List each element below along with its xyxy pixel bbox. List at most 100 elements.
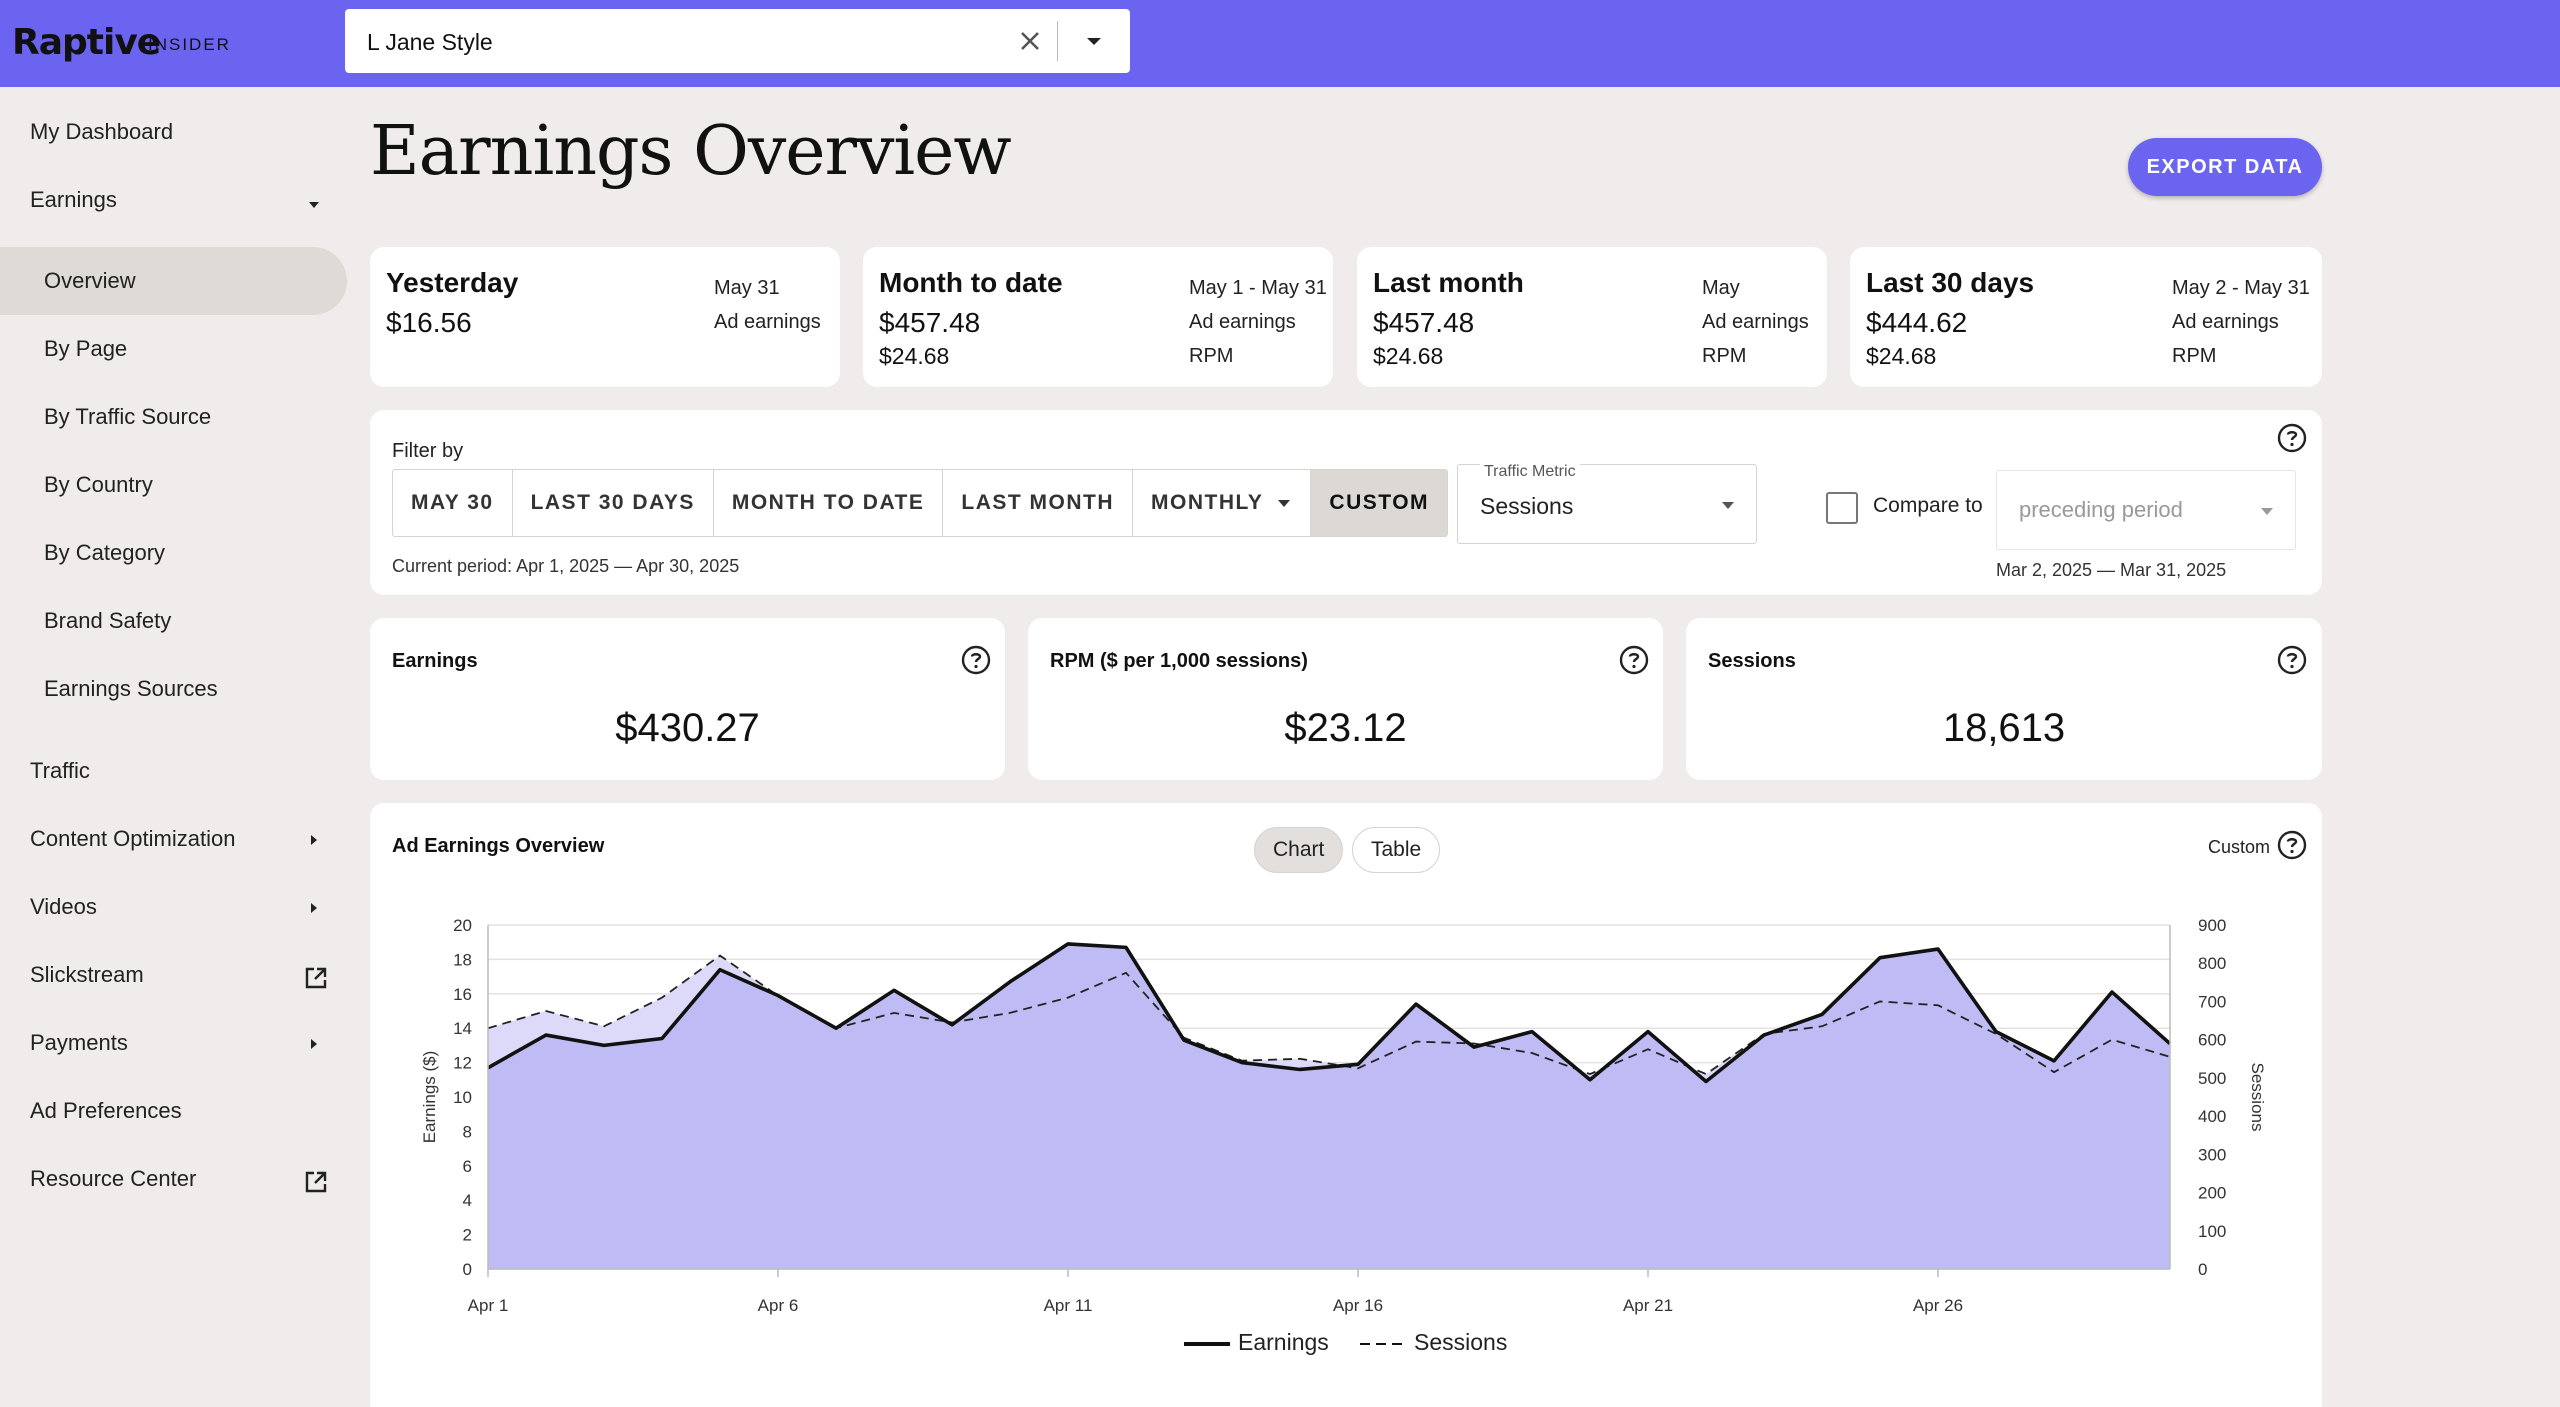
help-icon[interactable]: [2276, 644, 2308, 676]
summary-date: May: [1702, 277, 1740, 299]
y2-tick-label: 100: [2198, 1222, 2226, 1241]
sidebar-item-traffic[interactable]: Traffic: [30, 758, 90, 783]
chevron-down-icon[interactable]: [1080, 27, 1108, 55]
site-selector[interactable]: L Jane Style: [345, 9, 1130, 73]
compare-period-value: preceding period: [2019, 497, 2183, 522]
chevron-right-icon[interactable]: [306, 1036, 322, 1052]
filter-option-custom[interactable]: CUSTOM: [1311, 470, 1448, 536]
y-tick-label: 0: [463, 1260, 472, 1279]
sidebar-item-by-page[interactable]: By Page: [44, 336, 128, 361]
x-tick-label: Apr 6: [758, 1296, 799, 1315]
sidebar-item-ad-preferences[interactable]: Ad Preferences: [30, 1098, 182, 1123]
sidebar-item-by-traffic-source[interactable]: By Traffic Source: [44, 404, 212, 429]
filter-option-last-month[interactable]: LAST MONTH: [943, 470, 1134, 536]
kpi-card-sessions: Sessions 18,613: [1686, 618, 2322, 780]
page-title: Earnings Overview: [370, 112, 1012, 191]
sidebar-item-by-category[interactable]: By Category: [44, 540, 166, 565]
help-icon[interactable]: [2276, 829, 2308, 861]
chart-title: Ad Earnings Overview: [392, 835, 605, 857]
x-tick-label: Apr 21: [1623, 1296, 1673, 1315]
summary-earnings: $444.62: [1866, 307, 1968, 338]
x-tick-label: Apr 1: [468, 1296, 509, 1315]
earnings-area: [488, 943, 2170, 1269]
site-selector-value: L Jane Style: [367, 29, 493, 55]
filter-panel: Filter by MAY 30 LAST 30 DAYS MONTH TO D…: [370, 410, 2322, 595]
y2-axis-label: Sessions: [2248, 1063, 2267, 1132]
kpi-label: Sessions: [1708, 650, 1796, 672]
summary-title: Last 30 days: [1866, 267, 2035, 298]
summary-card-last-30-days: Last 30 days $444.62 $24.68 May 2 - May …: [1850, 247, 2322, 387]
filter-option-monthly-label: MONTHLY: [1151, 491, 1264, 514]
chevron-right-icon[interactable]: [306, 900, 322, 916]
sidebar-item-slickstream[interactable]: Slickstream: [30, 962, 144, 987]
legend-earnings-label: Earnings: [1238, 1329, 1329, 1355]
sidebar-item-by-country[interactable]: By Country: [44, 472, 153, 497]
summary-card-month-to-date: Month to date $457.48 $24.68 May 1 - May…: [863, 247, 1333, 387]
summary-rpm-label: RPM: [2172, 345, 2217, 367]
brand-logo[interactable]: Raptive: [12, 22, 161, 63]
filter-option-may-30[interactable]: MAY 30: [393, 470, 513, 536]
y2-tick-label: 700: [2198, 992, 2226, 1011]
summary-date: May 1 - May 31: [1189, 277, 1327, 299]
compare-dates-text: Mar 2, 2025 — Mar 31, 2025: [1996, 560, 2227, 580]
legend-dashed-line-icon: [1360, 1342, 1406, 1345]
sidebar-item-overview[interactable]: Overview: [44, 268, 136, 293]
kpi-value: $430.27: [615, 706, 760, 750]
filter-option-last-30-days[interactable]: LAST 30 DAYS: [513, 470, 714, 536]
sidebar-item-brand-safety[interactable]: Brand Safety: [44, 608, 172, 633]
table-view-toggle[interactable]: Table: [1352, 827, 1441, 873]
summary-card-last-month: Last month $457.48 $24.68 May Ad earning…: [1357, 247, 1827, 387]
export-data-button[interactable]: EXPORT DATA: [2128, 138, 2322, 196]
chevron-right-icon[interactable]: [306, 832, 322, 848]
chart-range-label: Custom: [2208, 837, 2271, 857]
y2-tick-label: 400: [2198, 1107, 2226, 1126]
y2-tick-label: 500: [2198, 1069, 2226, 1088]
summary-rpm-label: RPM: [1189, 345, 1234, 367]
compare-period-select[interactable]: preceding period: [1996, 470, 2296, 550]
external-link-icon[interactable]: [303, 965, 329, 991]
summary-card-yesterday: Yesterday $16.56 May 31 Ad earnings: [370, 247, 840, 387]
help-icon[interactable]: [960, 644, 992, 676]
sidebar-item-resource-center[interactable]: Resource Center: [30, 1166, 197, 1191]
summary-date: May 2 - May 31: [2172, 277, 2310, 299]
legend-earnings[interactable]: Earnings: [1184, 1329, 1329, 1356]
sidebar: My Dashboard Earnings Overview By Page B…: [0, 87, 350, 1407]
top-bar: Raptive INSIDER L Jane Style: [0, 0, 2560, 87]
sidebar-item-earnings-sources[interactable]: Earnings Sources: [44, 676, 218, 701]
selector-divider: [1057, 21, 1058, 61]
filter-option-month-to-date[interactable]: MONTH TO DATE: [714, 470, 944, 536]
brand-sub-label: INSIDER: [148, 35, 231, 54]
sidebar-item-payments[interactable]: Payments: [30, 1030, 128, 1055]
chart-panel: Ad Earnings Overview Chart Table Custom …: [370, 803, 2322, 1407]
chart-view-toggle[interactable]: Chart: [1254, 827, 1344, 873]
chevron-down-icon: [1722, 502, 1734, 509]
filter-option-monthly[interactable]: MONTHLY: [1133, 470, 1312, 536]
summary-rpm: $24.68: [1866, 343, 1937, 369]
earnings-line: [487, 942, 2172, 1084]
help-icon[interactable]: [1618, 644, 1650, 676]
kpi-value: $23.12: [1284, 706, 1407, 750]
legend-sessions[interactable]: Sessions: [1360, 1329, 1507, 1356]
sidebar-item-videos[interactable]: Videos: [30, 894, 97, 919]
chevron-down-icon[interactable]: [306, 197, 322, 213]
compare-checkbox[interactable]: [1826, 492, 1858, 524]
y-axis-label: Earnings ($): [420, 1051, 439, 1144]
clear-icon[interactable]: [1010, 21, 1050, 61]
summary-earnings-label: Ad earnings: [2172, 311, 2279, 333]
sidebar-item-earnings[interactable]: Earnings: [30, 187, 117, 212]
traffic-metric-select[interactable]: Traffic Metric Sessions: [1457, 463, 1757, 544]
summary-earnings: $457.48: [1373, 307, 1475, 338]
y2-tick-label: 600: [2198, 1031, 2226, 1050]
y2-tick-label: 900: [2198, 916, 2226, 935]
compare-label: Compare to: [1873, 494, 1983, 517]
help-icon[interactable]: [2276, 422, 2308, 454]
summary-earnings: $457.48: [879, 307, 981, 338]
period-filter-group: MAY 30 LAST 30 DAYS MONTH TO DATE LAST M…: [392, 469, 1449, 537]
sidebar-item-my-dashboard[interactable]: My Dashboard: [30, 119, 174, 144]
external-link-icon[interactable]: [303, 1169, 329, 1195]
y-tick-label: 18: [453, 950, 472, 969]
y-tick-label: 10: [453, 1088, 472, 1107]
kpi-value: 18,613: [1942, 706, 2066, 750]
sidebar-item-content-optimization[interactable]: Content Optimization: [30, 826, 236, 851]
chevron-down-icon: [2261, 508, 2273, 515]
